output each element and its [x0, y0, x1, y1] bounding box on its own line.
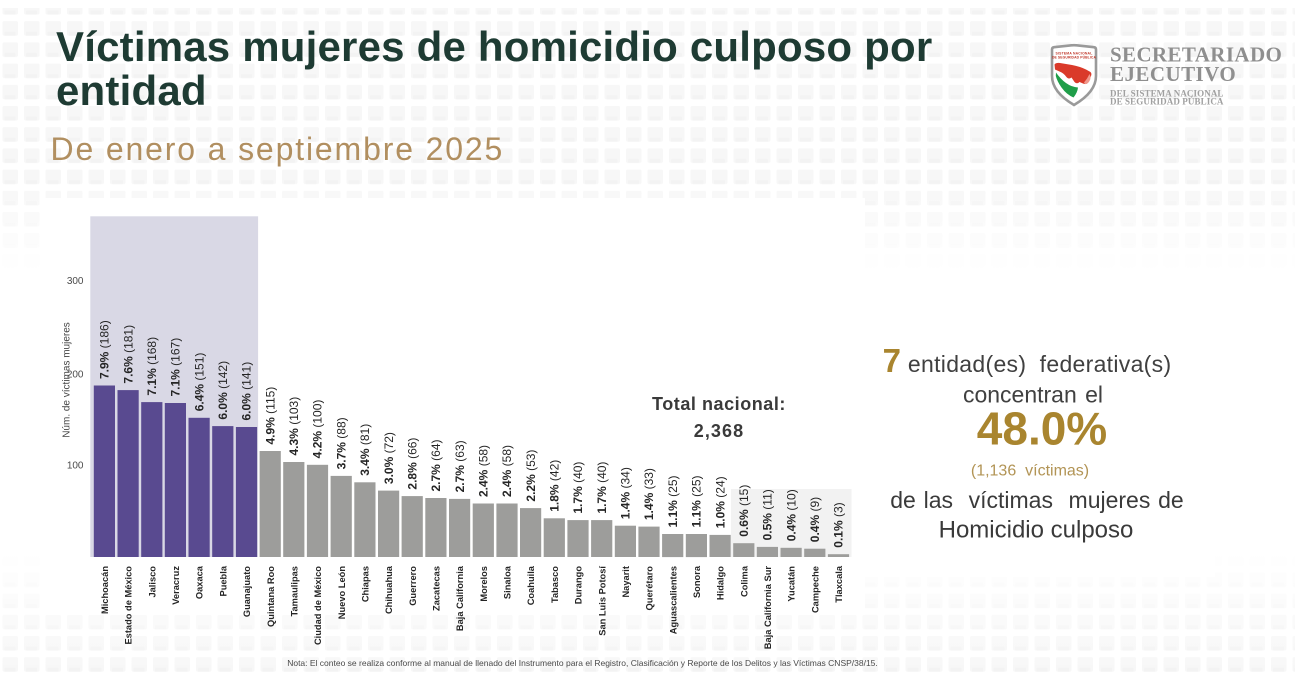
svg-text:6.0% (141): 6.0% (141) [240, 362, 254, 421]
svg-text:2.7% (63): 2.7% (63) [453, 440, 467, 492]
svg-text:Baja California Sur: Baja California Sur [763, 566, 773, 650]
svg-text:0.5% (11): 0.5% (11) [761, 489, 775, 540]
svg-text:1.1% (25): 1.1% (25) [666, 475, 680, 527]
svg-text:Baja California: Baja California [455, 565, 465, 631]
svg-text:DE SEGURIDAD PÚBLICA: DE SEGURIDAD PÚBLICA [1110, 97, 1224, 107]
svg-text:Guerrero: Guerrero [408, 566, 418, 606]
svg-text:7.1% (168): 7.1% (168) [145, 337, 159, 396]
svg-text:de las víctimas mujeres de: de las víctimas mujeres de [890, 487, 1183, 513]
svg-text:Tamaulipas: Tamaulipas [289, 566, 299, 616]
svg-text:Campeche: Campeche [810, 566, 820, 613]
svg-text:Morelos: Morelos [479, 566, 489, 602]
svg-text:Tlaxcala: Tlaxcala [834, 565, 844, 603]
svg-text:7.9% (186): 7.9% (186) [98, 320, 112, 379]
svg-text:1.4% (33): 1.4% (33) [642, 468, 656, 520]
svg-text:1.8% (42): 1.8% (42) [548, 460, 562, 512]
svg-text:DE SEGURIDAD PÚBLICA: DE SEGURIDAD PÚBLICA [1052, 54, 1096, 59]
svg-text:Sonora: Sonora [692, 565, 702, 598]
svg-text:(1,136 víctimas): (1,136 víctimas) [971, 463, 1089, 480]
svg-text:Nota: El conteo se realiza con: Nota: El conteo se realiza conforme al m… [287, 658, 878, 668]
svg-text:Nayarit: Nayarit [621, 566, 631, 598]
svg-text:De enero a septiembre 2025: De enero a septiembre 2025 [51, 131, 505, 167]
svg-text:1.7% (40): 1.7% (40) [595, 462, 609, 514]
svg-text:2.4% (58): 2.4% (58) [477, 445, 491, 497]
svg-text:2.2% (53): 2.2% (53) [524, 450, 538, 502]
svg-text:6.4% (151): 6.4% (151) [192, 353, 206, 412]
svg-text:7.1% (167): 7.1% (167) [169, 338, 183, 397]
svg-text:0.4% (9): 0.4% (9) [808, 497, 822, 542]
svg-text:Michoacán: Michoacán [100, 566, 110, 614]
svg-text:0.6% (15): 0.6% (15) [737, 485, 751, 537]
svg-text:1.1% (25): 1.1% (25) [690, 475, 704, 527]
svg-text:Homicidio culposo: Homicidio culposo [939, 517, 1134, 544]
svg-text:3.4% (81): 3.4% (81) [358, 424, 372, 476]
svg-text:7 entidad(es) federativa(s): 7 entidad(es) federativa(s) [883, 342, 1172, 379]
svg-text:4.2% (100): 4.2% (100) [311, 400, 325, 459]
svg-text:4.3% (103): 4.3% (103) [287, 397, 301, 456]
svg-text:2.8% (66): 2.8% (66) [405, 438, 419, 490]
svg-text:SISTEMA NACIONAL: SISTEMA NACIONAL [1056, 52, 1093, 56]
svg-text:Hidalgo: Hidalgo [716, 566, 726, 600]
svg-text:Durango: Durango [574, 566, 584, 605]
svg-text:Núm. de víctimas mujeres: Núm. de víctimas mujeres [62, 322, 73, 438]
svg-text:2.4% (58): 2.4% (58) [500, 445, 514, 497]
svg-text:concentran el: concentran el [963, 382, 1103, 408]
svg-text:48.0%: 48.0% [977, 402, 1107, 454]
svg-text:0.4% (10): 0.4% (10) [784, 489, 798, 541]
svg-text:Víctimas mujeres de homicidio: Víctimas mujeres de homicidio culposo po… [56, 23, 932, 70]
svg-text:SECRETARIADO: SECRETARIADO [1110, 43, 1282, 67]
svg-text:300: 300 [67, 276, 84, 287]
svg-text:1.7% (40): 1.7% (40) [571, 462, 585, 514]
svg-text:0.1% (3): 0.1% (3) [832, 502, 846, 547]
svg-text:EJECUTIVO: EJECUTIVO [1110, 62, 1236, 86]
svg-text:Guanajuato: Guanajuato [242, 566, 252, 617]
svg-text:Estado de México: Estado de México [124, 566, 134, 645]
svg-text:Yucatán: Yucatán [787, 566, 797, 602]
svg-text:Querétaro: Querétaro [645, 566, 655, 611]
svg-text:1.0% (24): 1.0% (24) [713, 476, 727, 528]
svg-text:Colima: Colima [739, 565, 749, 597]
svg-text:3.0% (72): 3.0% (72) [382, 432, 396, 484]
svg-text:1.4% (34): 1.4% (34) [619, 467, 633, 519]
svg-text:Nuevo León: Nuevo León [337, 566, 347, 620]
svg-text:Sinaloa: Sinaloa [503, 565, 513, 599]
svg-text:100: 100 [67, 461, 84, 472]
svg-text:Quintana Roo: Quintana Roo [266, 566, 276, 627]
svg-text:Jalisco: Jalisco [147, 566, 157, 598]
svg-text:4.9% (115): 4.9% (115) [263, 387, 277, 445]
svg-text:Chiapas: Chiapas [361, 566, 371, 602]
svg-text:6.0% (142): 6.0% (142) [216, 361, 230, 420]
svg-text:7.6% (181): 7.6% (181) [121, 325, 135, 384]
svg-text:Tabasco: Tabasco [550, 566, 560, 603]
svg-text:Coahuila: Coahuila [526, 565, 536, 605]
svg-text:Zacatecas: Zacatecas [432, 566, 442, 611]
svg-text:Veracruz: Veracruz [171, 566, 181, 605]
svg-text:2.7% (64): 2.7% (64) [429, 439, 443, 491]
svg-text:2,368: 2,368 [694, 421, 745, 441]
svg-text:DEL SISTEMA NACIONAL: DEL SISTEMA NACIONAL [1110, 89, 1224, 99]
svg-text:200: 200 [67, 370, 84, 381]
svg-text:Ciudad de México: Ciudad de México [313, 566, 323, 645]
svg-text:Aguascalientes: Aguascalientes [668, 566, 678, 634]
svg-text:Puebla: Puebla [218, 565, 228, 596]
svg-text:entidad: entidad [56, 67, 207, 114]
svg-text:3.7% (88): 3.7% (88) [334, 417, 348, 469]
svg-text:San Luis Potosí: San Luis Potosí [597, 566, 607, 636]
svg-text:Chihuahua: Chihuahua [384, 565, 394, 614]
svg-text:Oaxaca: Oaxaca [195, 565, 205, 599]
svg-text:Total nacional:: Total nacional: [652, 394, 786, 414]
